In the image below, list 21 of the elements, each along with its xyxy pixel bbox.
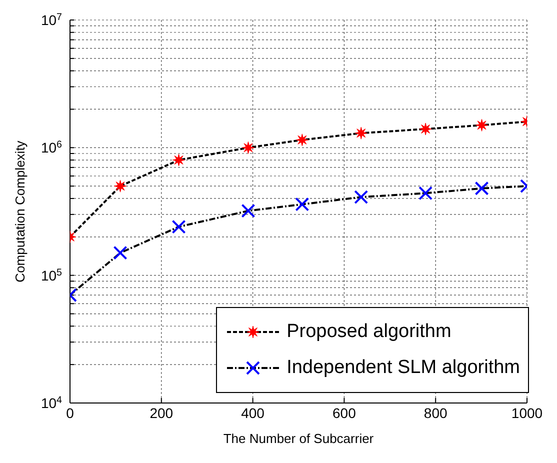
- legend-label: Proposed algorithm: [286, 321, 452, 343]
- legend-label: Independent SLM algorithm: [286, 357, 520, 379]
- x-tick-label: 1000: [511, 405, 543, 421]
- x-tick-label: 200: [150, 405, 174, 421]
- point: [172, 154, 186, 166]
- point: [296, 134, 308, 146]
- point: [242, 141, 254, 154]
- y-tick-label: 10$^{4}$: [40, 394, 63, 411]
- y-tick-label: 10$^{7}$: [40, 12, 62, 28]
- y-tick-label: 10$^{6}$: [40, 139, 63, 156]
- y-axis-title: Computation Complexity: [12, 140, 28, 282]
- y-tick-label: 10$^{5}$: [40, 266, 63, 284]
- point: [419, 122, 432, 136]
- x-tick-label: 600: [332, 405, 356, 421]
- point: [476, 118, 488, 132]
- x-tick-label: 800: [424, 405, 448, 421]
- x-tick-label: 400: [241, 405, 265, 421]
- x-tick-label: 0: [66, 405, 74, 421]
- point: [114, 180, 127, 192]
- x-axis-title: The Number of Subcarrier: [223, 431, 374, 446]
- point: [354, 126, 368, 140]
